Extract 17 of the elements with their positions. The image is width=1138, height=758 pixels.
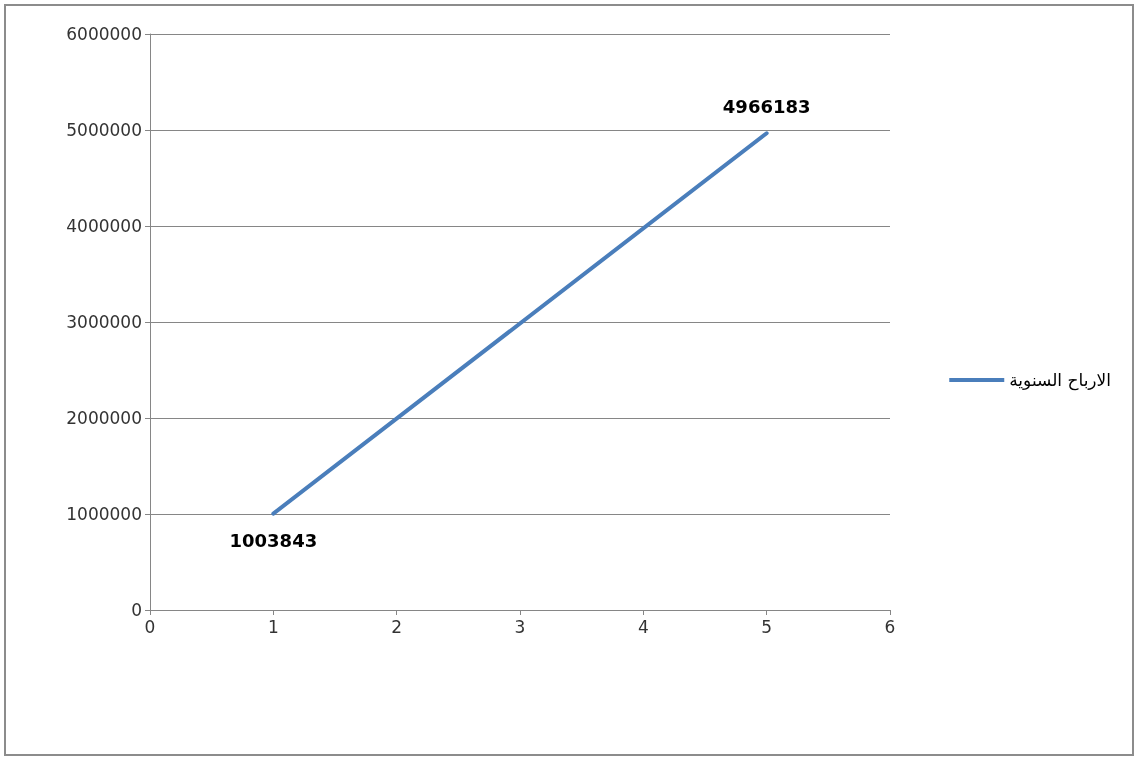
x-tick-label: 6 <box>884 616 896 637</box>
y-tick-label: 3000000 <box>66 312 142 332</box>
x-tick-label: 5 <box>761 616 773 637</box>
data-label: 1003843 <box>229 530 318 552</box>
y-tick-label: 5000000 <box>66 120 142 140</box>
x-tick-label: 0 <box>144 616 156 637</box>
y-tick-label: 6000000 <box>66 24 142 44</box>
y-tick-label: 2000000 <box>66 408 142 428</box>
y-tick-label: 4000000 <box>66 216 142 236</box>
x-tick-label: 2 <box>391 616 403 637</box>
x-tick-label: 3 <box>514 616 526 637</box>
x-tick-label: 1 <box>267 616 279 637</box>
y-tick-label: 1000000 <box>66 504 142 524</box>
y-tick-label: 0 <box>131 600 142 620</box>
legend-label: الارباح السنوية <box>1009 370 1112 391</box>
x-tick-label: 4 <box>637 616 649 637</box>
data-label: 4966183 <box>722 95 811 117</box>
